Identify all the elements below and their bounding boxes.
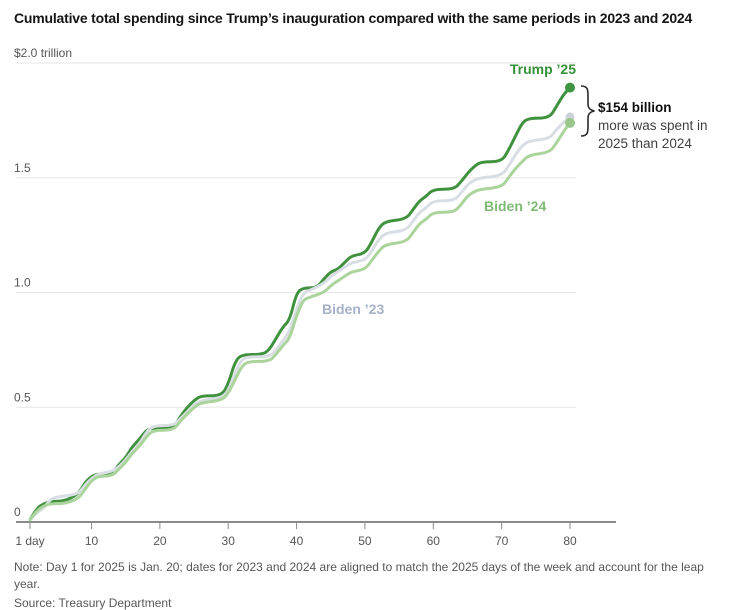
series-label-biden-23: Biden ’23	[322, 301, 385, 317]
annotation-154-billion: $154 billion more was spent in 2025 than…	[598, 99, 718, 153]
x-axis-label-10: 10	[85, 534, 99, 548]
curly-brace-icon	[581, 85, 595, 137]
x-axis-label-30: 30	[222, 534, 236, 548]
series-end-dot-biden-24	[565, 117, 575, 128]
source-text: Source: Treasury Department	[14, 596, 172, 610]
x-axis-label-1: 1 day	[15, 534, 44, 548]
y-axis-label-1.5: 1.5	[14, 161, 31, 175]
note-text: Note: Day 1 for 2025 is Jan. 20; dates f…	[14, 560, 704, 591]
x-axis-label-50: 50	[358, 534, 372, 548]
chart-title: Cumulative total spending since Trump’s …	[14, 10, 693, 26]
series-label-biden-24: Biden ’24	[484, 198, 547, 214]
x-axis-label-70: 70	[495, 534, 509, 548]
x-axis-label-40: 40	[290, 534, 304, 548]
x-axis-label-60: 60	[427, 534, 441, 548]
series-line-biden-24	[28, 121, 572, 522]
x-axis-label-80: 80	[563, 534, 577, 548]
y-axis-label-0: 0	[14, 505, 21, 519]
annotation-line2: more was spent in	[598, 118, 708, 133]
y-axis-label-1: 1.0	[14, 276, 31, 290]
series-label-trump-25: Trump ’25	[509, 61, 576, 77]
x-axis-label-20: 20	[153, 534, 167, 548]
annotation-headline: $154 billion	[598, 100, 672, 115]
y-axis-label-0.5: 0.5	[14, 390, 31, 404]
series-end-dot-trump-25	[565, 82, 575, 93]
y-axis-label-2: $2.0 trillion	[14, 46, 72, 60]
chart-footer: Note: Day 1 for 2025 is Jan. 20; dates f…	[14, 559, 728, 610]
series-line-trump-25	[28, 86, 572, 522]
line-chart-plot: $2.0 trillion 1.5 1.0 0.5 0 1 day 10 20 30 40 50 60…	[14, 46, 616, 548]
annotation-line3: 2025 than 2024	[598, 136, 692, 151]
series-line-biden-23	[28, 115, 572, 522]
